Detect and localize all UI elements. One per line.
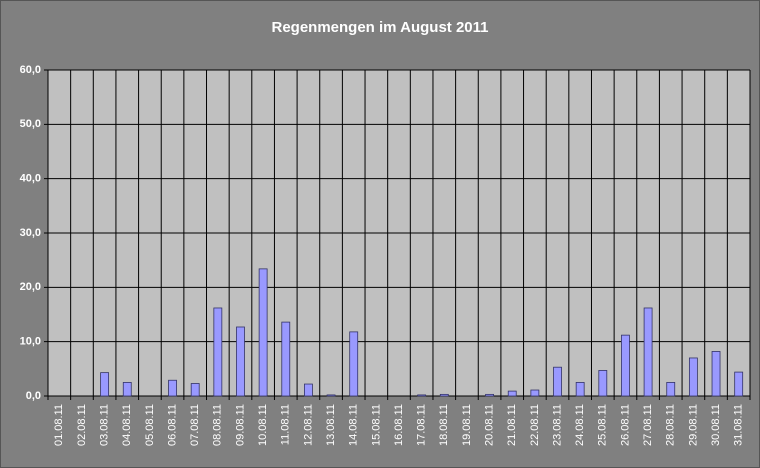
bar [349,331,359,397]
chart-title: Regenmengen im August 2011 [271,19,488,36]
x-tick-label: 02.08.11 [76,404,88,446]
bar [575,382,585,397]
x-tick-label: 14.08.11 [348,404,360,446]
x-tick-label: 15.08.11 [370,404,382,446]
x-tick-label: 08.08.11 [212,404,224,446]
bar [507,390,517,397]
x-tick-label: 12.08.11 [302,404,314,446]
x-tick-label: 05.08.11 [144,404,156,446]
bar [213,307,223,397]
bar [734,371,744,397]
bar [711,351,721,397]
x-tick-label: 10.08.11 [257,404,269,446]
bar [598,370,608,397]
bar [621,334,630,397]
bar [236,326,245,397]
x-tick-label: 31.08.11 [733,404,745,446]
x-tick-label: 11.08.11 [280,404,292,445]
x-tick-label: 26.08.11 [619,404,631,446]
y-tick-label: 10,0 [20,336,41,348]
x-tick-label: 09.08.11 [234,404,246,446]
y-tick-label: 40,0 [20,173,41,185]
bar [688,357,698,397]
y-tick-label: 20,0 [20,281,41,293]
bar [304,383,313,397]
x-tick-label: 18.08.11 [438,404,450,446]
bar [122,382,132,397]
x-tick-label: 07.08.11 [189,404,201,446]
bar [417,394,427,397]
x-tick-label: 20.08.11 [483,404,495,446]
y-tick-label: 50,0 [20,118,41,130]
bar [553,366,562,397]
bar [281,321,291,397]
y-tick-label: 60,0 [20,64,41,76]
bar [666,382,676,397]
x-tick-label: 06.08.11 [166,404,178,446]
x-tick-label: 19.08.11 [461,404,473,446]
x-tick-label: 29.08.11 [687,404,699,446]
bar [643,307,653,397]
y-tick-label: 30,0 [20,227,41,239]
x-tick-label: 16.08.11 [393,404,405,446]
x-tick-label: 27.08.11 [642,404,654,446]
x-tick-label: 30.08.11 [710,404,722,446]
x-tick-label: 17.08.11 [416,404,428,446]
x-tick-label: 22.08.11 [529,404,541,446]
x-tick-label: 04.08.11 [121,404,133,446]
x-tick-label: 23.08.11 [551,404,563,446]
x-tick-label: 24.08.11 [574,404,586,446]
bar [485,393,494,397]
x-tick-label: 13.08.11 [325,404,337,446]
bar [258,268,268,397]
x-tick-label: 25.08.11 [597,404,609,446]
bar [439,393,449,397]
x-tick-label: 21.08.11 [506,404,518,446]
bar [326,394,336,397]
x-tick-label: 01.08.11 [53,404,65,446]
bar [190,383,200,397]
bar [100,372,110,397]
bar [530,389,540,397]
bar [168,379,177,397]
x-tick-label: 03.08.11 [99,404,111,446]
x-tick-label: 28.08.11 [665,404,677,446]
y-tick-label: 0,0 [26,390,41,402]
